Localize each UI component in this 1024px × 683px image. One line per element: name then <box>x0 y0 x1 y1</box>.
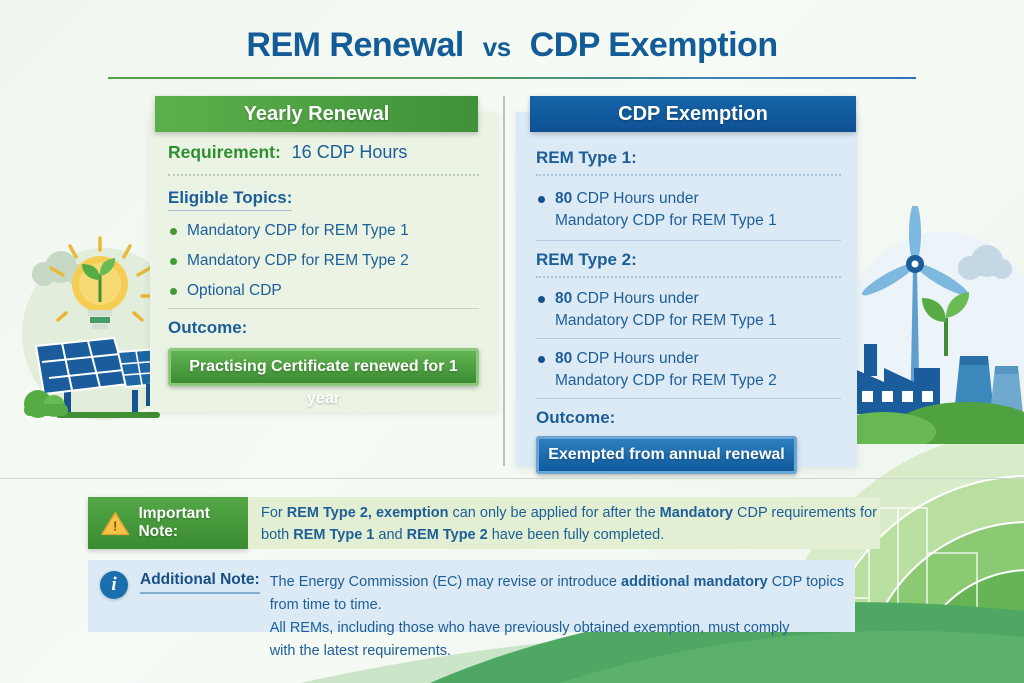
cdp-bullet: 80 CDP Hours under Mandatory CDP for REM… <box>536 288 839 332</box>
divider <box>536 338 841 339</box>
eco-illustration-right <box>842 206 1024 444</box>
bullet-dot <box>538 196 545 203</box>
title-left: REM Renewal <box>246 26 464 64</box>
additional-note-label: Additional Note: <box>140 571 260 594</box>
outcome-label: Outcome: <box>536 408 616 427</box>
divider <box>536 276 841 278</box>
title-vs: vs <box>482 32 511 62</box>
yearly-renewal-header: Yearly Renewal <box>155 96 478 132</box>
eco-illustration-left <box>22 236 186 420</box>
info-icon: i <box>100 571 128 599</box>
bullet-dot <box>170 258 177 265</box>
divider <box>536 174 841 176</box>
yearly-renewal-card: Requirement: 16 CDP Hours Eligible Topic… <box>150 112 497 412</box>
cooling-towers-icon <box>954 356 1023 414</box>
additional-note-box: i Additional Note: The Energy Commission… <box>88 560 855 659</box>
additional-note-line2: All REMs, including those who have previ… <box>269 620 790 636</box>
sprout-icon <box>922 292 970 357</box>
sun-rays <box>49 236 156 322</box>
renewal-outcome-badge: Practising Certificate renewed for 1 yea… <box>168 348 479 407</box>
page-title: REM Renewal vs CDP Exemption <box>0 26 1024 65</box>
warning-triangle-icon: ! <box>101 511 130 535</box>
cloud-icon <box>958 245 1012 280</box>
outcome-label: Outcome: <box>168 318 248 337</box>
important-note-line2: both REM Type 1 and REM Type 2 have been… <box>261 527 665 543</box>
important-note-label-box: ! Important Note: <box>88 497 248 549</box>
important-note-body: For REM Type 2, exemption can only be ap… <box>248 497 880 549</box>
factory-icon <box>852 344 940 414</box>
additional-note-body: The Energy Commission (EC) may revise or… <box>270 571 855 663</box>
requirement-value: 16 CDP Hours <box>291 142 408 162</box>
divider <box>536 240 841 241</box>
bush-icon <box>24 390 68 418</box>
bullet-dot <box>538 356 545 363</box>
panel-separator <box>503 96 505 466</box>
section-divider <box>0 478 1024 479</box>
important-note-line1: For REM Type 2, exemption can only be ap… <box>261 505 877 521</box>
divider <box>168 308 479 309</box>
hills-icon <box>842 402 1024 444</box>
svg-text:!: ! <box>113 518 117 533</box>
bullet-dot <box>170 288 177 295</box>
divider <box>168 174 479 176</box>
divider <box>536 398 841 399</box>
bullet-dot <box>538 296 545 303</box>
rem-type2-label: REM Type 2: <box>536 250 637 269</box>
topic-item: Optional CDP <box>168 280 479 302</box>
cdp-bullet: 80 CDP Hours under Mandatory CDP for REM… <box>536 348 839 392</box>
eligible-topics-label: Eligible Topics: <box>168 188 479 211</box>
bottom-wave-decoration <box>300 602 1024 683</box>
important-note-label: Important Note: <box>138 505 210 540</box>
cdp-exemption-card: REM Type 1: 80 CDP Hours under Mandatory… <box>516 112 857 474</box>
rem-type1-label: REM Type 1: <box>536 148 637 167</box>
lightbulb-icon <box>72 256 128 329</box>
title-underline <box>108 77 916 79</box>
exemption-outcome-badge: Exempted from annual renewal <box>536 436 797 474</box>
requirement-label: Requirement: <box>168 142 281 162</box>
title-right: CDP Exemption <box>529 26 778 64</box>
topic-item: Mandatory CDP for REM Type 1 <box>168 220 479 242</box>
additional-note-line1: The Energy Commission (EC) may revise or… <box>269 574 844 613</box>
requirement-line: Requirement: 16 CDP Hours <box>168 142 479 163</box>
bullet-dot <box>170 228 177 235</box>
additional-note-line3: with the latest requirements. <box>269 643 452 659</box>
cdp-bullet: 80 CDP Hours under Mandatory CDP for REM… <box>536 188 839 232</box>
topic-item: Mandatory CDP for REM Type 2 <box>168 250 479 272</box>
cdp-exemption-header: CDP Exemption <box>530 96 856 132</box>
